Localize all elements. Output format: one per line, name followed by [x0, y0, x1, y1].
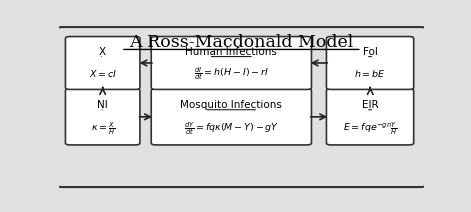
Text: $X = cI$: $X = cI$ [89, 68, 117, 79]
Text: EIR: EIR [362, 100, 378, 110]
Text: $\frac{dY}{dt} = fq\kappa(M-Y) - gY$: $\frac{dY}{dt} = fq\kappa(M-Y) - gY$ [184, 120, 279, 137]
FancyBboxPatch shape [151, 36, 311, 89]
Text: $\kappa = \frac{X}{H}$: $\kappa = \frac{X}{H}$ [90, 120, 115, 137]
Text: NI: NI [97, 100, 108, 110]
FancyBboxPatch shape [65, 89, 140, 145]
Text: $\frac{dI}{dt} = h(H-I) - rI$: $\frac{dI}{dt} = h(H-I) - rI$ [194, 65, 269, 82]
FancyBboxPatch shape [55, 27, 428, 187]
Text: Human Infections: Human Infections [186, 47, 277, 57]
FancyBboxPatch shape [326, 36, 414, 89]
Text: X: X [99, 47, 106, 57]
Text: $h = bE$: $h = bE$ [354, 68, 386, 79]
Text: Mosquito Infections: Mosquito Infections [180, 100, 282, 110]
Text: FoI: FoI [363, 47, 377, 57]
FancyBboxPatch shape [326, 89, 414, 145]
FancyBboxPatch shape [65, 36, 140, 89]
Text: $E = fqe^{-gn}\frac{Y}{H}$: $E = fqe^{-gn}\frac{Y}{H}$ [343, 120, 398, 137]
Text: A Ross-Macdonald Model: A Ross-Macdonald Model [129, 34, 354, 51]
FancyBboxPatch shape [151, 89, 311, 145]
